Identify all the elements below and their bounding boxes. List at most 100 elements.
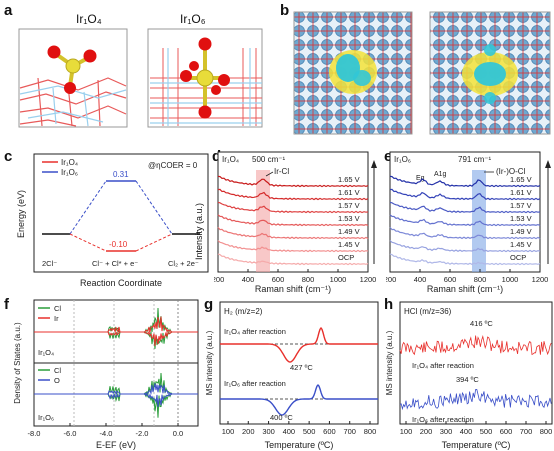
dos-curve xyxy=(34,330,198,346)
x-tick-label: 200 xyxy=(242,427,255,436)
x-tick-label: 700 xyxy=(343,427,356,436)
dos-curve xyxy=(34,392,198,408)
spectrum-1.45v xyxy=(389,240,541,253)
x-label-end: Cl₂ + 2e⁻ xyxy=(168,259,199,268)
spectrum-1.61v xyxy=(389,188,541,201)
a1g-label: A1g xyxy=(434,171,447,178)
spectrum-1.57v xyxy=(217,201,369,214)
x-tick-label: 400 xyxy=(460,427,473,436)
gas-title: H₂ (m/z=2) xyxy=(224,307,263,316)
panel-f-chart: Cl Ir Cl O Ir₁O₄ Ir₁O₆ -8.0 -6.0 -4.0 -2.0 0… xyxy=(13,299,199,450)
panel-c-chart: Ir₁O₄ Ir₁O₆ @ηCOER = 0 0.31 -0.10 2Cl⁻ C… xyxy=(16,153,209,288)
x-tick-label: 600 xyxy=(500,427,513,436)
spectrum-1.57v xyxy=(389,201,541,214)
legend-cl-bottom: Cl xyxy=(54,366,61,375)
x-tick-label: 400 xyxy=(242,275,255,284)
panel-g-letter: g xyxy=(204,296,214,313)
ms-curve xyxy=(220,383,378,416)
x-axis-title: Temperature (ºC) xyxy=(442,440,511,450)
x-tick-label: 600 xyxy=(444,275,457,284)
x-label-start: 2Cl⁻ xyxy=(42,259,57,268)
panel-h-chart: HCl (m/z=36) Ir₁O₄ after reaction Ir₁O₆ … xyxy=(386,301,553,450)
ir1o4-density-lobes xyxy=(329,50,377,94)
peak-label: 791 cm⁻¹ xyxy=(458,155,491,164)
panel-h-letter: h xyxy=(384,296,394,313)
potential-label: 1.49 V xyxy=(338,227,360,236)
panel-h-ms-curves xyxy=(399,334,552,411)
panel-e-letter: e xyxy=(384,148,393,165)
legend-ir1o6: Ir₁O₆ xyxy=(61,168,78,177)
label-ir1o4: Ir₁O₄ xyxy=(222,155,239,164)
temp-ir1o6: 394 ºC xyxy=(456,375,479,384)
x-tick-label: 200 xyxy=(420,427,433,436)
panel-g-ms-curves xyxy=(220,326,378,416)
panel-c-letter: c xyxy=(4,148,13,165)
gas-title: HCl (m/z=36) xyxy=(404,307,452,316)
y-axis-title: MS intensity (a.u.) xyxy=(206,330,214,395)
x-tick-label: 600 xyxy=(272,275,285,284)
spectrum-1.49v xyxy=(217,226,369,240)
panel-e-chart: Ir₁O₆ 791 cm⁻¹ (Ir-)O-Cl Eg A1g 1.65 V 1.… xyxy=(386,151,551,294)
panel-b-letter: b xyxy=(280,2,290,19)
x-axis-title: Temperature (ºC) xyxy=(265,440,334,450)
x-axis-title: Reaction Coordinate xyxy=(80,278,162,288)
bond-label: Ir-Cl xyxy=(274,167,289,176)
eg-label: Eg xyxy=(416,175,425,182)
temp-ir1o6: 400 ºC xyxy=(270,413,293,422)
potential-label: 1.57 V xyxy=(338,201,360,210)
x-tick-label: 400 xyxy=(283,427,296,436)
x-tick-label: 1200 xyxy=(360,275,377,284)
legend-o: O xyxy=(54,376,60,385)
legend-cl-top: Cl xyxy=(54,304,61,313)
potential-label: OCP xyxy=(338,253,354,262)
x-tick-label: 700 xyxy=(520,427,533,436)
panel-f-letter: f xyxy=(4,296,9,313)
panel-f-dos-curves xyxy=(34,307,198,418)
label-ir1o6: Ir₁O₆ xyxy=(38,413,54,422)
panel-e-spectra xyxy=(389,175,541,266)
potential-label: OCP xyxy=(510,253,526,262)
ir1o6-cluster xyxy=(180,37,230,119)
panel-a-structures xyxy=(18,28,263,128)
x-tick-label: 300 xyxy=(440,427,453,436)
potential-label: 1.45 V xyxy=(510,240,532,249)
panel-a-letter: a xyxy=(4,2,13,19)
spectrum-1.53v xyxy=(389,214,541,227)
spectrum-1.45v xyxy=(217,240,369,253)
x-tick-label: -2.0 xyxy=(136,429,149,438)
ir1o4-cluster xyxy=(47,45,97,94)
condition-label: @ηCOER = 0 xyxy=(148,161,198,170)
temp-ir1o4: 416 ºC xyxy=(470,319,493,328)
spectrum-1.65v xyxy=(217,175,369,188)
potential-label: 1.53 V xyxy=(338,214,360,223)
ir1o6-density-lobes xyxy=(462,44,518,104)
x-tick-label: 800 xyxy=(474,275,487,284)
x-tick-label: 600 xyxy=(323,427,336,436)
x-tick-label: 800 xyxy=(540,427,553,436)
y-axis-title: Density of States (a.u.) xyxy=(13,322,22,404)
potential-label: 1.61 V xyxy=(338,188,360,197)
x-label-mid: Cl⁻ + Cl* + e⁻ xyxy=(92,259,138,268)
value-ir1o4: -0.10 xyxy=(109,240,128,249)
legend-ir: Ir xyxy=(54,314,59,323)
panel-d-spectra xyxy=(217,175,369,266)
x-tick-label: 500 xyxy=(480,427,493,436)
panel-a-right-title: Ir₁O₆ xyxy=(180,12,206,26)
spectrum-1.53v xyxy=(217,214,369,227)
x-tick-label: 800 xyxy=(302,275,315,284)
spectrum-ocp xyxy=(389,253,541,266)
panel-d-chart: Ir₁O₄ 500 cm⁻¹ Ir-Cl 1.65 V 1.61 V 1.57 V 1… xyxy=(214,151,377,294)
ms-curve xyxy=(399,334,552,356)
x-tick-label: 100 xyxy=(222,427,235,436)
y-axis-title: MS intensity (a.u.) xyxy=(386,330,394,395)
panel-d-letter: d xyxy=(212,148,222,165)
potential-label: 1.45 V xyxy=(338,240,360,249)
ms-curve xyxy=(220,326,378,363)
potential-label: 1.57 V xyxy=(510,201,532,210)
x-tick-label: -6.0 xyxy=(64,429,77,438)
x-tick-label: 300 xyxy=(262,427,275,436)
spectrum-1.61v xyxy=(217,188,369,201)
x-tick-label: -4.0 xyxy=(100,429,113,438)
value-ir1o6: 0.31 xyxy=(113,170,129,179)
bond-label: (Ir-)O-Cl xyxy=(496,167,526,176)
